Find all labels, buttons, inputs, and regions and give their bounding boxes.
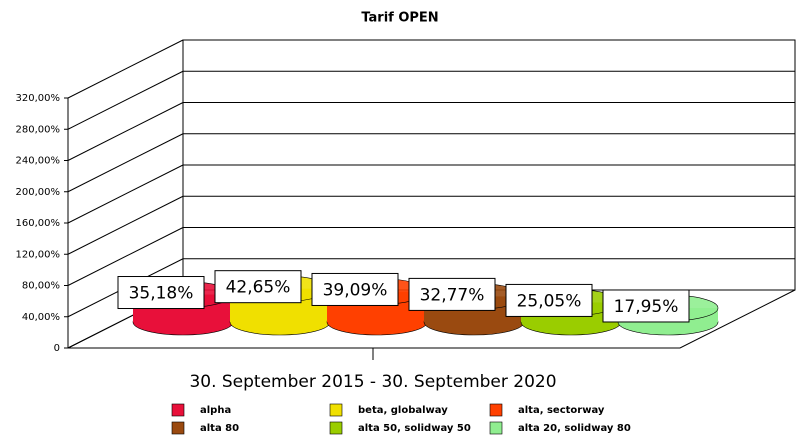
value-label: 39,09% bbox=[323, 280, 388, 300]
legend-swatch bbox=[329, 421, 343, 435]
grid-line bbox=[67, 70, 184, 130]
y-tick-label: 0 bbox=[54, 343, 60, 354]
value-label-box bbox=[505, 283, 593, 317]
legend-swatch bbox=[489, 403, 503, 417]
value-label: 42,65% bbox=[226, 278, 291, 298]
grid-line bbox=[67, 227, 184, 286]
chart-title: Tarif OPEN bbox=[361, 11, 438, 26]
legend-label: alta, sectorway bbox=[518, 405, 605, 416]
y-tick-label: 40,00% bbox=[22, 312, 60, 323]
y-tick-label: 80,00% bbox=[22, 281, 60, 292]
value-label: 17,95% bbox=[614, 297, 679, 317]
x-tick-label: 30. September 2015 - 30. September 2020 bbox=[189, 372, 556, 392]
value-label-box bbox=[408, 277, 496, 311]
y-tick-label: 200,00% bbox=[16, 187, 61, 198]
value-label-box bbox=[117, 276, 205, 310]
value-label: 32,77% bbox=[420, 285, 485, 305]
value-label-box bbox=[214, 270, 302, 304]
legend-label: alpha bbox=[200, 405, 231, 416]
value-label: 25,05% bbox=[517, 291, 582, 311]
grid-line bbox=[67, 133, 184, 193]
grid-line bbox=[67, 39, 184, 99]
value-label-box bbox=[311, 272, 399, 306]
value-label: 35,18% bbox=[129, 284, 194, 304]
legend-swatch bbox=[329, 403, 343, 417]
y-tick-label: 120,00% bbox=[16, 249, 61, 260]
y-tick-label: 320,00% bbox=[16, 93, 61, 104]
legend-label: alta 20, solidway 80 bbox=[518, 423, 631, 434]
legend-swatch bbox=[171, 403, 185, 417]
legend-swatch bbox=[489, 421, 503, 435]
y-tick-label: 280,00% bbox=[16, 124, 61, 135]
y-tick-label: 160,00% bbox=[16, 218, 61, 229]
value-label-box bbox=[602, 289, 690, 323]
legend-swatch bbox=[171, 421, 185, 435]
legend-label: beta, globalway bbox=[358, 405, 448, 416]
grid-line bbox=[67, 195, 184, 255]
legend-label: alta 80 bbox=[200, 423, 239, 434]
grid-line bbox=[67, 164, 184, 224]
legend-label: alta 50, solidway 50 bbox=[358, 423, 471, 434]
grid-line bbox=[67, 102, 184, 161]
y-tick-label: 240,00% bbox=[16, 156, 61, 167]
